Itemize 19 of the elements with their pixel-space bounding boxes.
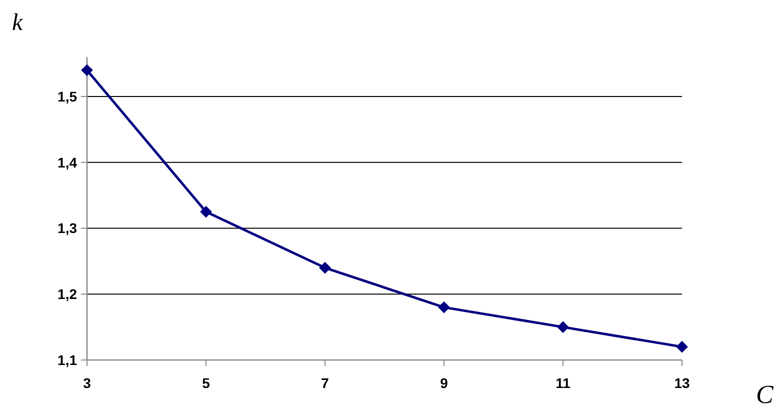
y-tick-label: 1,1 xyxy=(58,352,78,368)
point xyxy=(438,301,450,314)
y-tick-label: 1,4 xyxy=(58,154,78,170)
x-tick-label: 7 xyxy=(321,375,330,391)
point xyxy=(557,321,569,334)
x-tick-label: 5 xyxy=(202,375,210,391)
x-tick-label: 9 xyxy=(440,375,448,391)
point xyxy=(81,64,93,76)
x-tick-label: 3 xyxy=(83,375,92,391)
y-axis-title: k xyxy=(12,10,23,36)
y-tick-label: 1,3 xyxy=(58,220,78,236)
x-axis-title: C xyxy=(756,380,774,409)
point xyxy=(319,262,331,274)
point xyxy=(676,340,688,353)
x-tick-label: 13 xyxy=(674,375,690,391)
y-tick-label: 1,2 xyxy=(58,286,78,302)
point xyxy=(200,206,212,218)
x-tick-label: 11 xyxy=(556,375,571,391)
y-tick-label: 1,5 xyxy=(58,88,78,104)
